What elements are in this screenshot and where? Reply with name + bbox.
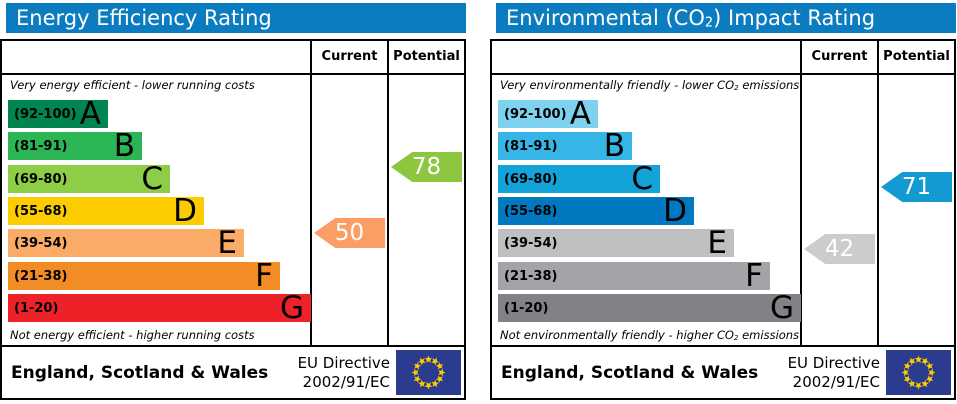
- band-row-a: (92-100) A: [8, 96, 108, 132]
- band-letter: E: [707, 225, 727, 261]
- energy-efficiency-panel: Energy Efficiency Rating Current Potenti…: [0, 0, 466, 404]
- potential-rating-arrow: 71: [881, 172, 952, 202]
- band-range: (69-80): [14, 171, 68, 187]
- band-range: (21-38): [504, 268, 558, 284]
- band-letter: B: [603, 128, 625, 164]
- eu-flag-icon: [886, 350, 951, 395]
- band-row-b: (81-91) B: [498, 128, 632, 164]
- current-rating-arrow: 42: [804, 234, 875, 264]
- potential-rating-value: 78: [411, 154, 442, 180]
- scale-caption-top: Very energy efficient - lower running co…: [10, 78, 255, 92]
- band-range: (1-20): [504, 300, 549, 316]
- region-label: England, Scotland & Wales: [11, 362, 269, 383]
- potential-column-header: Potential: [393, 49, 460, 64]
- current-column-header: Current: [811, 49, 868, 64]
- band-range: (1-20): [14, 300, 59, 316]
- band-row-f: (21-38) F: [498, 258, 770, 294]
- header-row-divider: [492, 73, 954, 75]
- band-row-g: (1-20) G: [498, 290, 801, 326]
- eu-directive-label: EU Directive 2002/91/EC: [787, 353, 880, 391]
- band-letter: G: [279, 290, 304, 326]
- current-rating-value: 42: [824, 236, 855, 262]
- band-row-a: (92-100) A: [498, 96, 598, 132]
- footer: England, Scotland & Wales EU Directive 2…: [492, 345, 954, 398]
- scale-caption-bottom: Not energy efficient - higher running co…: [10, 328, 255, 342]
- band-range: (39-54): [504, 235, 558, 251]
- band-range: (81-91): [14, 138, 68, 154]
- band-range: (69-80): [504, 171, 558, 187]
- band-range: (55-68): [504, 203, 558, 219]
- potential-rating-arrow: 78: [391, 152, 462, 182]
- band-range: (55-68): [14, 203, 68, 219]
- band-letter: F: [745, 258, 763, 294]
- band-letter: A: [79, 96, 101, 132]
- rating-table: Current Potential Very energy efficient …: [0, 39, 466, 400]
- environmental-impact-panel: Environmental (CO2) Impact Rating Curren…: [490, 0, 956, 404]
- footer: England, Scotland & Wales EU Directive 2…: [2, 345, 464, 398]
- potential-rating-value: 71: [901, 174, 932, 200]
- potential-column-header: Potential: [883, 49, 950, 64]
- rating-table: Current Potential Very environmentally f…: [490, 39, 956, 400]
- band-letter: E: [217, 225, 237, 261]
- band-letter: D: [173, 193, 197, 229]
- band-letter: C: [631, 161, 653, 197]
- band-letter: F: [255, 258, 273, 294]
- region-label: England, Scotland & Wales: [501, 362, 759, 383]
- band-row-e: (39-54) E: [498, 225, 734, 261]
- current-rating-arrow: 50: [314, 218, 385, 248]
- panel-title: Environmental (CO2) Impact Rating: [496, 3, 956, 33]
- band-letter: G: [769, 290, 794, 326]
- band-range: (81-91): [504, 138, 558, 154]
- current-column-header: Current: [321, 49, 378, 64]
- band-range: (92-100): [504, 106, 567, 122]
- column-divider: [387, 41, 389, 345]
- band-range: (39-54): [14, 235, 68, 251]
- band-range: (92-100): [14, 106, 77, 122]
- band-letter: C: [141, 161, 163, 197]
- band-range: (21-38): [14, 268, 68, 284]
- band-row-c: (69-80) C: [498, 161, 660, 197]
- scale-caption-bottom: Not environmentally friendly - higher CO…: [500, 328, 800, 342]
- band-row-f: (21-38) F: [8, 258, 280, 294]
- band-row-d: (55-68) D: [8, 193, 204, 229]
- eu-directive-label: EU Directive 2002/91/EC: [297, 353, 390, 391]
- header-row-divider: [2, 73, 464, 75]
- current-rating-value: 50: [334, 220, 365, 246]
- band-letter: A: [569, 96, 591, 132]
- panel-title: Energy Efficiency Rating: [6, 3, 466, 33]
- scale-caption-top: Very environmentally friendly - lower CO…: [500, 78, 800, 92]
- column-divider: [877, 41, 879, 345]
- column-divider: [310, 41, 312, 345]
- band-row-d: (55-68) D: [498, 193, 694, 229]
- band-row-b: (81-91) B: [8, 128, 142, 164]
- eu-flag-icon: [396, 350, 461, 395]
- band-letter: D: [663, 193, 687, 229]
- band-row-g: (1-20) G: [8, 290, 311, 326]
- band-row-c: (69-80) C: [8, 161, 170, 197]
- band-letter: B: [113, 128, 135, 164]
- column-divider: [800, 41, 802, 345]
- band-row-e: (39-54) E: [8, 225, 244, 261]
